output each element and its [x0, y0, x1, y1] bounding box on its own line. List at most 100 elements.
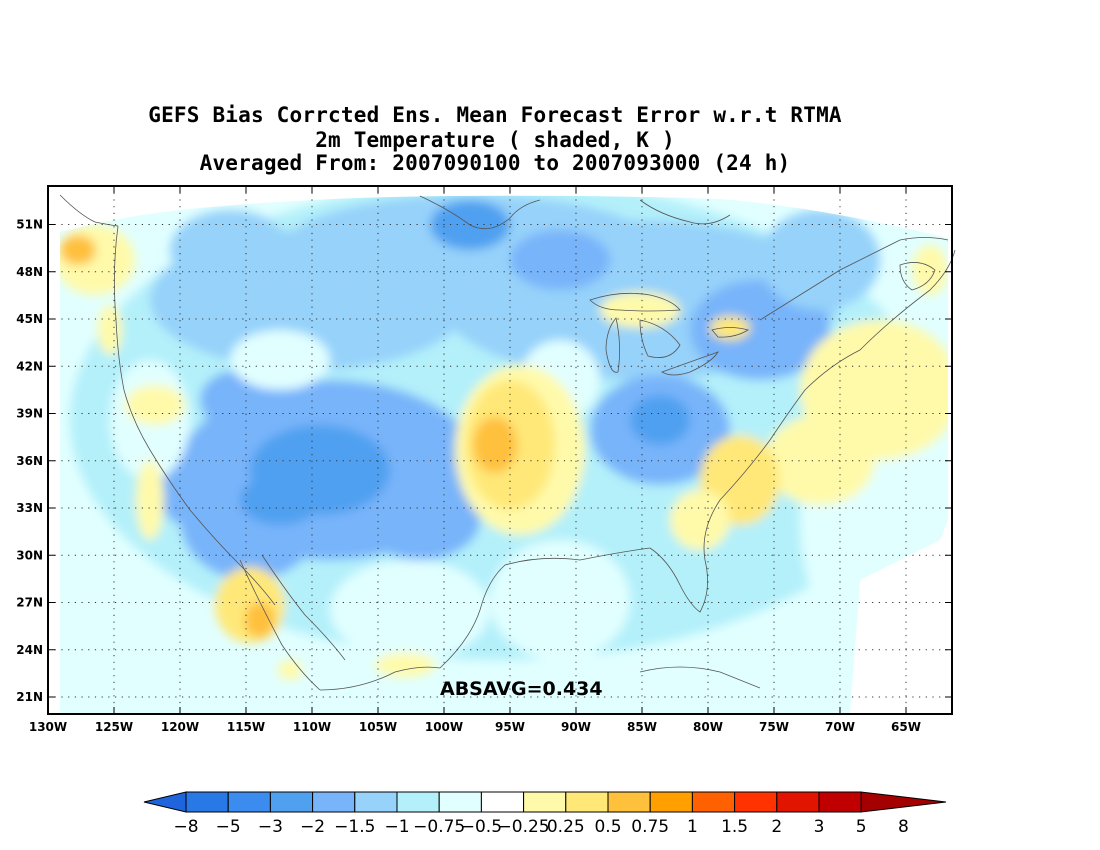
lat-label: 39N — [16, 407, 43, 421]
east-coast-line — [719, 249, 956, 501]
field-blob — [125, 385, 185, 425]
field-blob — [170, 210, 290, 290]
st-lawrence-line — [759, 237, 949, 321]
field-blob — [360, 480, 480, 560]
colorbar-label: 3 — [814, 817, 825, 837]
field-blob — [912, 245, 948, 295]
absavg-annotation: ABSAVG=0.434 — [440, 678, 603, 700]
field-blob — [60, 235, 96, 265]
field-blob — [375, 653, 435, 677]
lat-label: 30N — [16, 548, 43, 562]
error-field — [60, 195, 948, 714]
lon-label: 125W — [95, 720, 133, 734]
great-lakes-huron-line — [639, 319, 681, 358]
lat-label: 21N — [16, 690, 43, 704]
field-blob — [473, 417, 517, 473]
colorbar-label: 8 — [898, 817, 909, 837]
colorbar-label: −2 — [300, 817, 325, 837]
colorbar-swatch — [269, 791, 314, 813]
field-blob — [670, 490, 730, 550]
lon-label: 75W — [759, 720, 789, 734]
coastlines — [59, 194, 956, 691]
colorbar-arrow-left — [143, 791, 187, 813]
lat-label: 27N — [16, 596, 43, 610]
lon-label: 90W — [561, 720, 591, 734]
colorbar-swatch — [354, 791, 398, 813]
colorbar: −8 −5 −3 −2 −1.5 −1 −0.75−0.5−0.250.25 0.5 0.75 1… — [143, 791, 947, 837]
colorbar-label: −8 — [173, 817, 198, 837]
colorbar-swatch — [438, 791, 482, 813]
colorbar-swatch — [565, 791, 609, 813]
colorbar-swatch — [185, 791, 229, 813]
longitude-labels: 130W 125W 120W 115W 110W 105W 100W 95W 90W 85W 80W… — [29, 720, 921, 734]
lat-lon-grid — [48, 186, 952, 714]
field-blob — [490, 540, 630, 660]
lon-label: 115W — [227, 720, 265, 734]
canada-arctic-line — [419, 195, 541, 230]
colorbar-label: −1.5 — [334, 817, 375, 837]
colorbar-arrow-right — [860, 791, 947, 813]
latitude-labels: 51N 48N 45N 42N 39N 36N 33N 30N 27N 24N 21N — [16, 218, 43, 705]
colorbar-label: −1 — [384, 817, 409, 837]
great-lakes-michigan-line — [605, 317, 620, 373]
colorbar-label: 1 — [687, 817, 698, 837]
great-lakes-ontario-line — [711, 327, 749, 338]
lat-label: 45N — [16, 312, 43, 326]
lon-label: 95W — [495, 720, 525, 734]
bc-coast-line — [59, 194, 119, 227]
colorbar-label: −3 — [258, 817, 283, 837]
colorbar-label: 0.75 — [631, 817, 669, 837]
field-blob — [760, 210, 880, 310]
mexico-pacific-line — [319, 666, 441, 691]
field-blob — [230, 330, 330, 390]
map-title-line-1: GEFS Bias Corrcted Ens. Mean Forecast Er… — [148, 103, 842, 127]
colorbar-swatch — [312, 791, 356, 813]
florida-line — [649, 499, 721, 613]
field-blob — [330, 560, 490, 660]
lat-label: 51N — [16, 218, 43, 232]
map-title-line-3: Averaged From: 2007090100 to 2007093000 … — [199, 151, 791, 175]
lat-label: 36N — [16, 454, 43, 468]
lat-label: 42N — [16, 359, 43, 373]
west-coast-line — [114, 225, 276, 606]
lon-label: 100W — [425, 720, 463, 734]
colorbar-label: −0.75 — [413, 817, 465, 837]
hudson-bay-line — [639, 199, 731, 225]
colorbar-swatch — [691, 791, 736, 813]
great-lakes-superior-line — [589, 292, 681, 312]
colorbar-swatch — [734, 791, 778, 813]
cuba-line — [639, 666, 761, 689]
field-blob — [98, 305, 122, 355]
lat-label: 48N — [16, 265, 43, 279]
lon-label: 105W — [359, 720, 397, 734]
colorbar-swatch — [227, 791, 271, 813]
colorbar-label: −0.5 — [461, 817, 502, 837]
field-blob — [600, 292, 680, 328]
lat-label: 24N — [16, 643, 43, 657]
colorbar-label: 2 — [771, 817, 782, 837]
colorbar-label: −5 — [216, 817, 241, 837]
axis-ticks — [47, 186, 952, 714]
colorbar-label: 0.5 — [594, 817, 621, 837]
field-blobs — [60, 195, 948, 680]
map-title-line-2: 2m Temperature ( shaded, K ) — [315, 128, 675, 152]
lon-label: 85W — [627, 720, 657, 734]
colorbar-swatch — [607, 791, 651, 813]
colorbar-swatch — [396, 791, 440, 813]
field-blob — [240, 475, 320, 525]
map-frame — [47, 185, 953, 715]
colorbar-label: −0.25 — [498, 817, 550, 837]
lon-label: 110W — [293, 720, 331, 734]
field-blob — [765, 415, 875, 505]
field-blob — [278, 660, 302, 680]
colorbar-swatch — [776, 791, 820, 813]
colorbar-label: 1.5 — [721, 817, 748, 837]
lon-label: 120W — [161, 720, 199, 734]
newfoundland-line — [899, 262, 936, 291]
field-blob — [136, 460, 164, 540]
lon-label: 65W — [891, 720, 921, 734]
great-lakes-erie-line — [661, 351, 719, 376]
field-blob — [510, 230, 610, 290]
colorbar-swatch — [523, 791, 567, 813]
